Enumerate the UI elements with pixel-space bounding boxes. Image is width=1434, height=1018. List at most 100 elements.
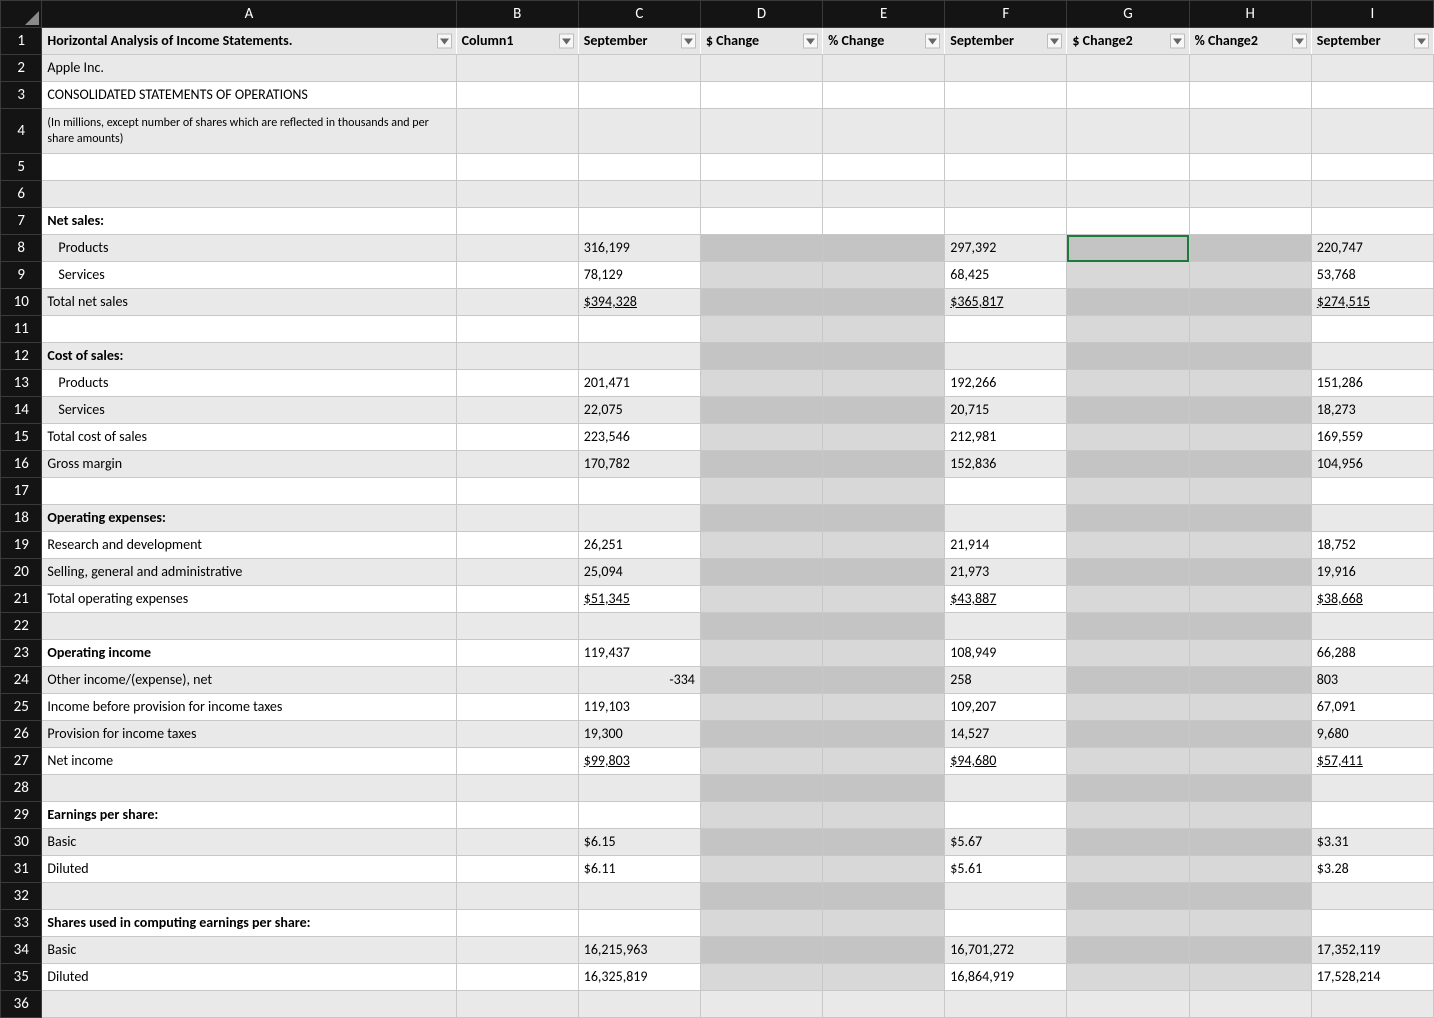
cell-A6[interactable]	[42, 181, 456, 208]
cell-A11[interactable]	[42, 316, 456, 343]
cell-G20[interactable]	[1067, 559, 1189, 586]
cell-A18[interactable]: Operating expenses:	[42, 505, 456, 532]
cell-B13[interactable]	[456, 370, 578, 397]
cell-C36[interactable]	[578, 991, 700, 1018]
cell-F21[interactable]: $43,887	[945, 586, 1067, 613]
cell-F7[interactable]	[945, 208, 1067, 235]
cell-B17[interactable]	[456, 478, 578, 505]
cell-I15[interactable]: 169,559	[1311, 424, 1433, 451]
cell-F11[interactable]	[945, 316, 1067, 343]
column-header-A[interactable]: A	[42, 1, 456, 28]
column-header-D[interactable]: D	[700, 1, 822, 28]
cell-H18[interactable]	[1189, 505, 1311, 532]
cell-F14[interactable]: 20,715	[945, 397, 1067, 424]
cell-A27[interactable]: Net income	[42, 748, 456, 775]
row-header-33[interactable]: 33	[1, 910, 42, 937]
cell-D12[interactable]	[700, 343, 822, 370]
cell-A3[interactable]: CONSOLIDATED STATEMENTS OF OPERATIONS	[42, 82, 456, 109]
cell-D21[interactable]	[700, 586, 822, 613]
cell-C33[interactable]	[578, 910, 700, 937]
cell-B19[interactable]	[456, 532, 578, 559]
cell-G17[interactable]	[1067, 478, 1189, 505]
filter-dropdown-icon[interactable]	[1414, 34, 1429, 49]
cell-C5[interactable]	[578, 154, 700, 181]
row-header-4[interactable]: 4	[1, 109, 42, 154]
cell-I16[interactable]: 104,956	[1311, 451, 1433, 478]
cell-G2[interactable]	[1067, 55, 1189, 82]
row-header-35[interactable]: 35	[1, 964, 42, 991]
cell-I12[interactable]	[1311, 343, 1433, 370]
cell-I30[interactable]: $3.31	[1311, 829, 1433, 856]
cell-G32[interactable]	[1067, 883, 1189, 910]
cell-D34[interactable]	[700, 937, 822, 964]
cell-H25[interactable]	[1189, 694, 1311, 721]
cell-H4[interactable]	[1189, 109, 1311, 154]
cell-C13[interactable]: 201,471	[578, 370, 700, 397]
cell-F24[interactable]: 258	[945, 667, 1067, 694]
cell-H14[interactable]	[1189, 397, 1311, 424]
cell-B9[interactable]	[456, 262, 578, 289]
cell-C4[interactable]	[578, 109, 700, 154]
cell-C12[interactable]	[578, 343, 700, 370]
cell-E35[interactable]	[823, 964, 945, 991]
cell-I31[interactable]: $3.28	[1311, 856, 1433, 883]
cell-H9[interactable]	[1189, 262, 1311, 289]
cell-H29[interactable]	[1189, 802, 1311, 829]
cell-B18[interactable]	[456, 505, 578, 532]
cell-I35[interactable]: 17,528,214	[1311, 964, 1433, 991]
filter-dropdown-icon[interactable]	[1047, 34, 1062, 49]
cell-D36[interactable]	[700, 991, 822, 1018]
cell-D31[interactable]	[700, 856, 822, 883]
row-header-30[interactable]: 30	[1, 829, 42, 856]
cell-E2[interactable]	[823, 55, 945, 82]
cell-I27[interactable]: $57,411	[1311, 748, 1433, 775]
cell-B30[interactable]	[456, 829, 578, 856]
cell-B32[interactable]	[456, 883, 578, 910]
column-header-C[interactable]: C	[578, 1, 700, 28]
cell-G36[interactable]	[1067, 991, 1189, 1018]
cell-G3[interactable]	[1067, 82, 1189, 109]
cell-E24[interactable]	[823, 667, 945, 694]
cell-H36[interactable]	[1189, 991, 1311, 1018]
cell-E16[interactable]	[823, 451, 945, 478]
filter-dropdown-icon[interactable]	[925, 34, 940, 49]
cell-C18[interactable]	[578, 505, 700, 532]
row-header-13[interactable]: 13	[1, 370, 42, 397]
cell-H7[interactable]	[1189, 208, 1311, 235]
cell-A29[interactable]: Earnings per share:	[42, 802, 456, 829]
cell-B5[interactable]	[456, 154, 578, 181]
cell-I19[interactable]: 18,752	[1311, 532, 1433, 559]
cell-F25[interactable]: 109,207	[945, 694, 1067, 721]
cell-G10[interactable]	[1067, 289, 1189, 316]
cell-F26[interactable]: 14,527	[945, 721, 1067, 748]
row-header-7[interactable]: 7	[1, 208, 42, 235]
cell-E19[interactable]	[823, 532, 945, 559]
cell-I18[interactable]	[1311, 505, 1433, 532]
column-header-E[interactable]: E	[823, 1, 945, 28]
cell-H27[interactable]	[1189, 748, 1311, 775]
cell-G12[interactable]	[1067, 343, 1189, 370]
row-header-26[interactable]: 26	[1, 721, 42, 748]
cell-B8[interactable]	[456, 235, 578, 262]
cell-A5[interactable]	[42, 154, 456, 181]
cell-C22[interactable]	[578, 613, 700, 640]
cell-C24[interactable]: -334	[578, 667, 700, 694]
cell-D30[interactable]	[700, 829, 822, 856]
cell-H11[interactable]	[1189, 316, 1311, 343]
cell-C3[interactable]	[578, 82, 700, 109]
cell-E29[interactable]	[823, 802, 945, 829]
cell-D17[interactable]	[700, 478, 822, 505]
cell-I6[interactable]	[1311, 181, 1433, 208]
cell-G27[interactable]	[1067, 748, 1189, 775]
row-header-25[interactable]: 25	[1, 694, 42, 721]
cell-B3[interactable]	[456, 82, 578, 109]
cell-A22[interactable]	[42, 613, 456, 640]
cell-C31[interactable]: $6.11	[578, 856, 700, 883]
cell-C9[interactable]: 78,129	[578, 262, 700, 289]
cell-B23[interactable]	[456, 640, 578, 667]
cell-C16[interactable]: 170,782	[578, 451, 700, 478]
row-header-23[interactable]: 23	[1, 640, 42, 667]
cell-C21[interactable]: $51,345	[578, 586, 700, 613]
cell-C10[interactable]: $394,328	[578, 289, 700, 316]
cell-H34[interactable]	[1189, 937, 1311, 964]
